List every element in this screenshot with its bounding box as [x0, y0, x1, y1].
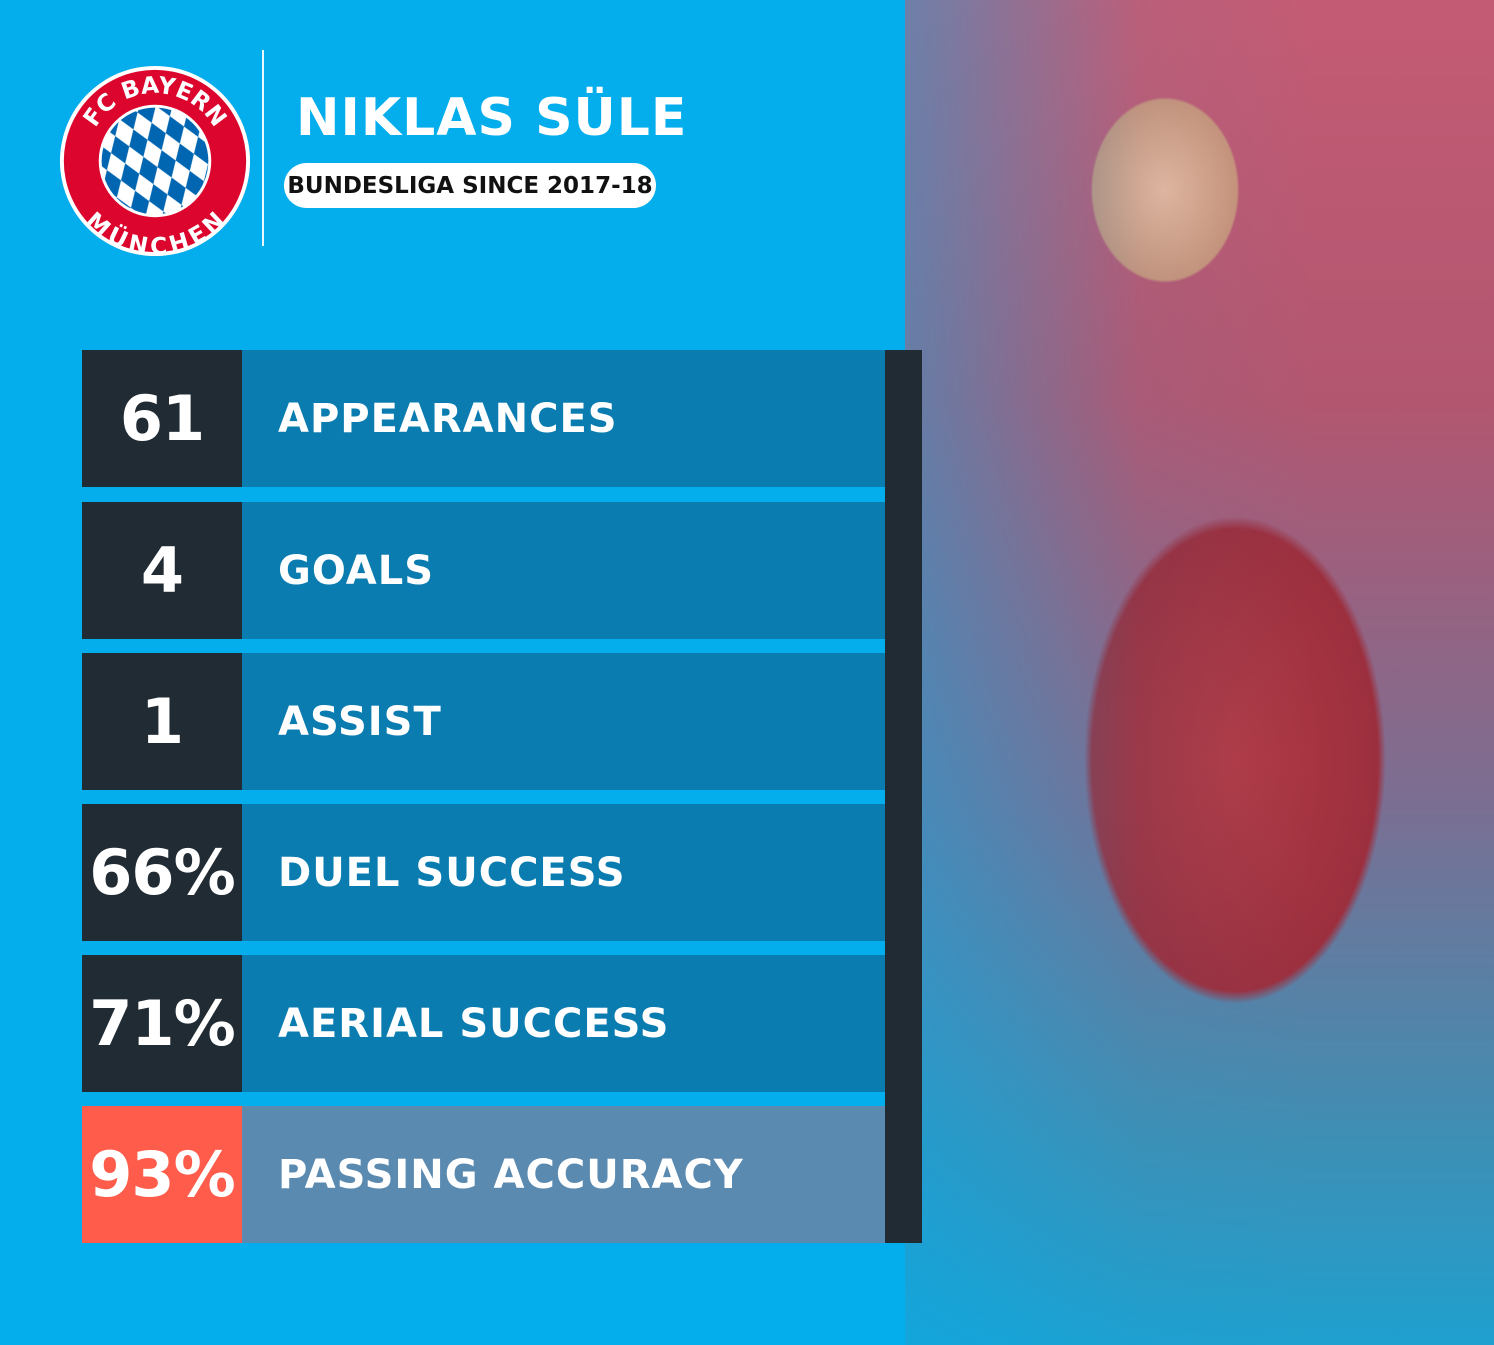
league-since-badge: BUNDESLIGA SINCE 2017-18	[284, 163, 656, 208]
stat-label: APPEARANCES	[242, 350, 885, 487]
stat-label: PASSING ACCURACY	[242, 1106, 885, 1243]
stat-row-aerial-success: 71% AERIAL SUCCESS	[82, 955, 885, 1092]
stat-value: 4	[82, 502, 242, 639]
stat-row-appearances: 61 APPEARANCES	[82, 350, 885, 487]
fc-bayern-logo: FC BAYERN MÜNCHEN	[59, 65, 251, 258]
stat-row-duel-success: 66% DUEL SUCCESS	[82, 804, 885, 941]
stat-value: 66%	[82, 804, 242, 941]
stat-value: 61	[82, 350, 242, 487]
stats-side-bar	[885, 350, 922, 1243]
stat-label: AERIAL SUCCESS	[242, 955, 885, 1092]
stat-row-passing-accuracy: 93% PASSING ACCURACY	[82, 1106, 885, 1243]
stat-value: 1	[82, 653, 242, 790]
stat-label: GOALS	[242, 502, 885, 639]
stat-label: DUEL SUCCESS	[242, 804, 885, 941]
stat-row-assist: 1 ASSIST	[82, 653, 885, 790]
player-name: NIKLAS SÜLE	[296, 88, 688, 148]
player-photo	[905, 0, 1494, 1345]
header-divider	[262, 50, 264, 246]
stat-value: 93%	[82, 1106, 242, 1243]
stat-row-goals: 4 GOALS	[82, 502, 885, 639]
stat-value: 71%	[82, 955, 242, 1092]
stat-label: ASSIST	[242, 653, 885, 790]
